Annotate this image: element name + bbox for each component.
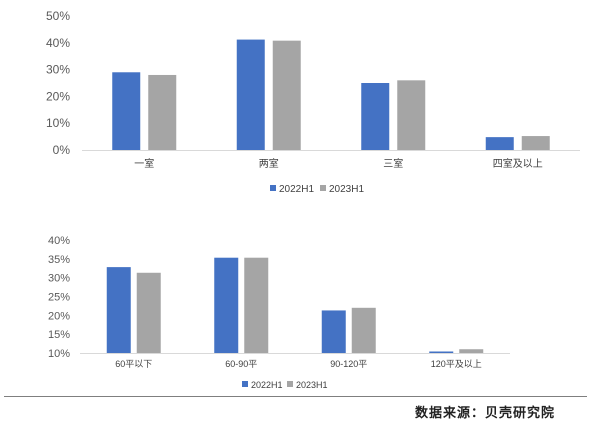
- legend-label: 2022H1: [279, 184, 314, 195]
- bar-2022H1-2: [321, 310, 346, 353]
- y-tick-label: 15%: [48, 329, 70, 341]
- source-note: 数据来源：贝壳研究院: [414, 406, 555, 421]
- bar-2023H1-2: [351, 307, 376, 353]
- y-tick-label: 10%: [46, 116, 70, 130]
- x-category-label: 90-120平: [330, 359, 367, 369]
- bar-2023H1-0: [148, 74, 177, 150]
- bar-2022H1-1: [236, 39, 265, 150]
- bar-2022H1-3: [485, 137, 514, 150]
- bar-2022H1-0: [106, 267, 131, 353]
- bar-2023H1-1: [272, 40, 301, 150]
- bar-2023H1-2: [397, 80, 426, 150]
- x-category-label: 120平及以上: [431, 359, 482, 369]
- x-category-label: 三室: [383, 157, 403, 170]
- bar-2023H1-3: [459, 349, 484, 353]
- legend-swatch: [287, 381, 293, 387]
- bar-2022H1-1: [214, 257, 239, 353]
- bar-2022H1-3: [429, 351, 454, 353]
- bar-2022H1-2: [361, 83, 390, 150]
- y-tick-label: 10%: [48, 348, 70, 360]
- x-category-label: 一室: [134, 157, 154, 170]
- y-tick-label: 25%: [48, 292, 70, 304]
- bar-2023H1-1: [244, 257, 269, 353]
- x-category-label: 60平以下: [115, 359, 152, 369]
- y-tick-label: 40%: [48, 235, 70, 247]
- chart-room-type: 0% 10% 20% 30% 40% 50% 一室 两室 三室 四室及以上 2022H1 2023H1: [46, 9, 580, 195]
- bar-2022H1-0: [112, 72, 141, 150]
- x-category-label: 60-90平: [225, 359, 257, 369]
- legend-label: 2023H1: [296, 380, 328, 390]
- y-tick-label: 40%: [46, 36, 70, 50]
- legend-swatch: [270, 185, 276, 191]
- chart-floor-area: 10% 15% 20% 25% 30% 35% 40% 60平以下 60-90平 90-120平 1…: [48, 235, 510, 390]
- y-tick-label: 35%: [48, 254, 70, 266]
- y-tick-label: 50%: [46, 9, 70, 23]
- y-tick-label: 30%: [46, 63, 70, 77]
- bar-2023H1-0: [136, 272, 161, 353]
- divider-line: [4, 396, 587, 397]
- legend-swatch: [320, 185, 326, 191]
- bar-2023H1-3: [521, 136, 550, 150]
- x-category-label: 两室: [259, 157, 279, 170]
- legend-label: 2022H1: [251, 380, 283, 390]
- y-tick-label: 0%: [53, 143, 71, 157]
- legend-swatch: [242, 381, 248, 387]
- x-category-label: 四室及以上: [493, 157, 543, 170]
- y-tick-label: 20%: [46, 89, 70, 103]
- y-tick-label: 20%: [48, 310, 70, 322]
- y-tick-label: 30%: [48, 273, 70, 285]
- legend-label: 2023H1: [329, 184, 364, 195]
